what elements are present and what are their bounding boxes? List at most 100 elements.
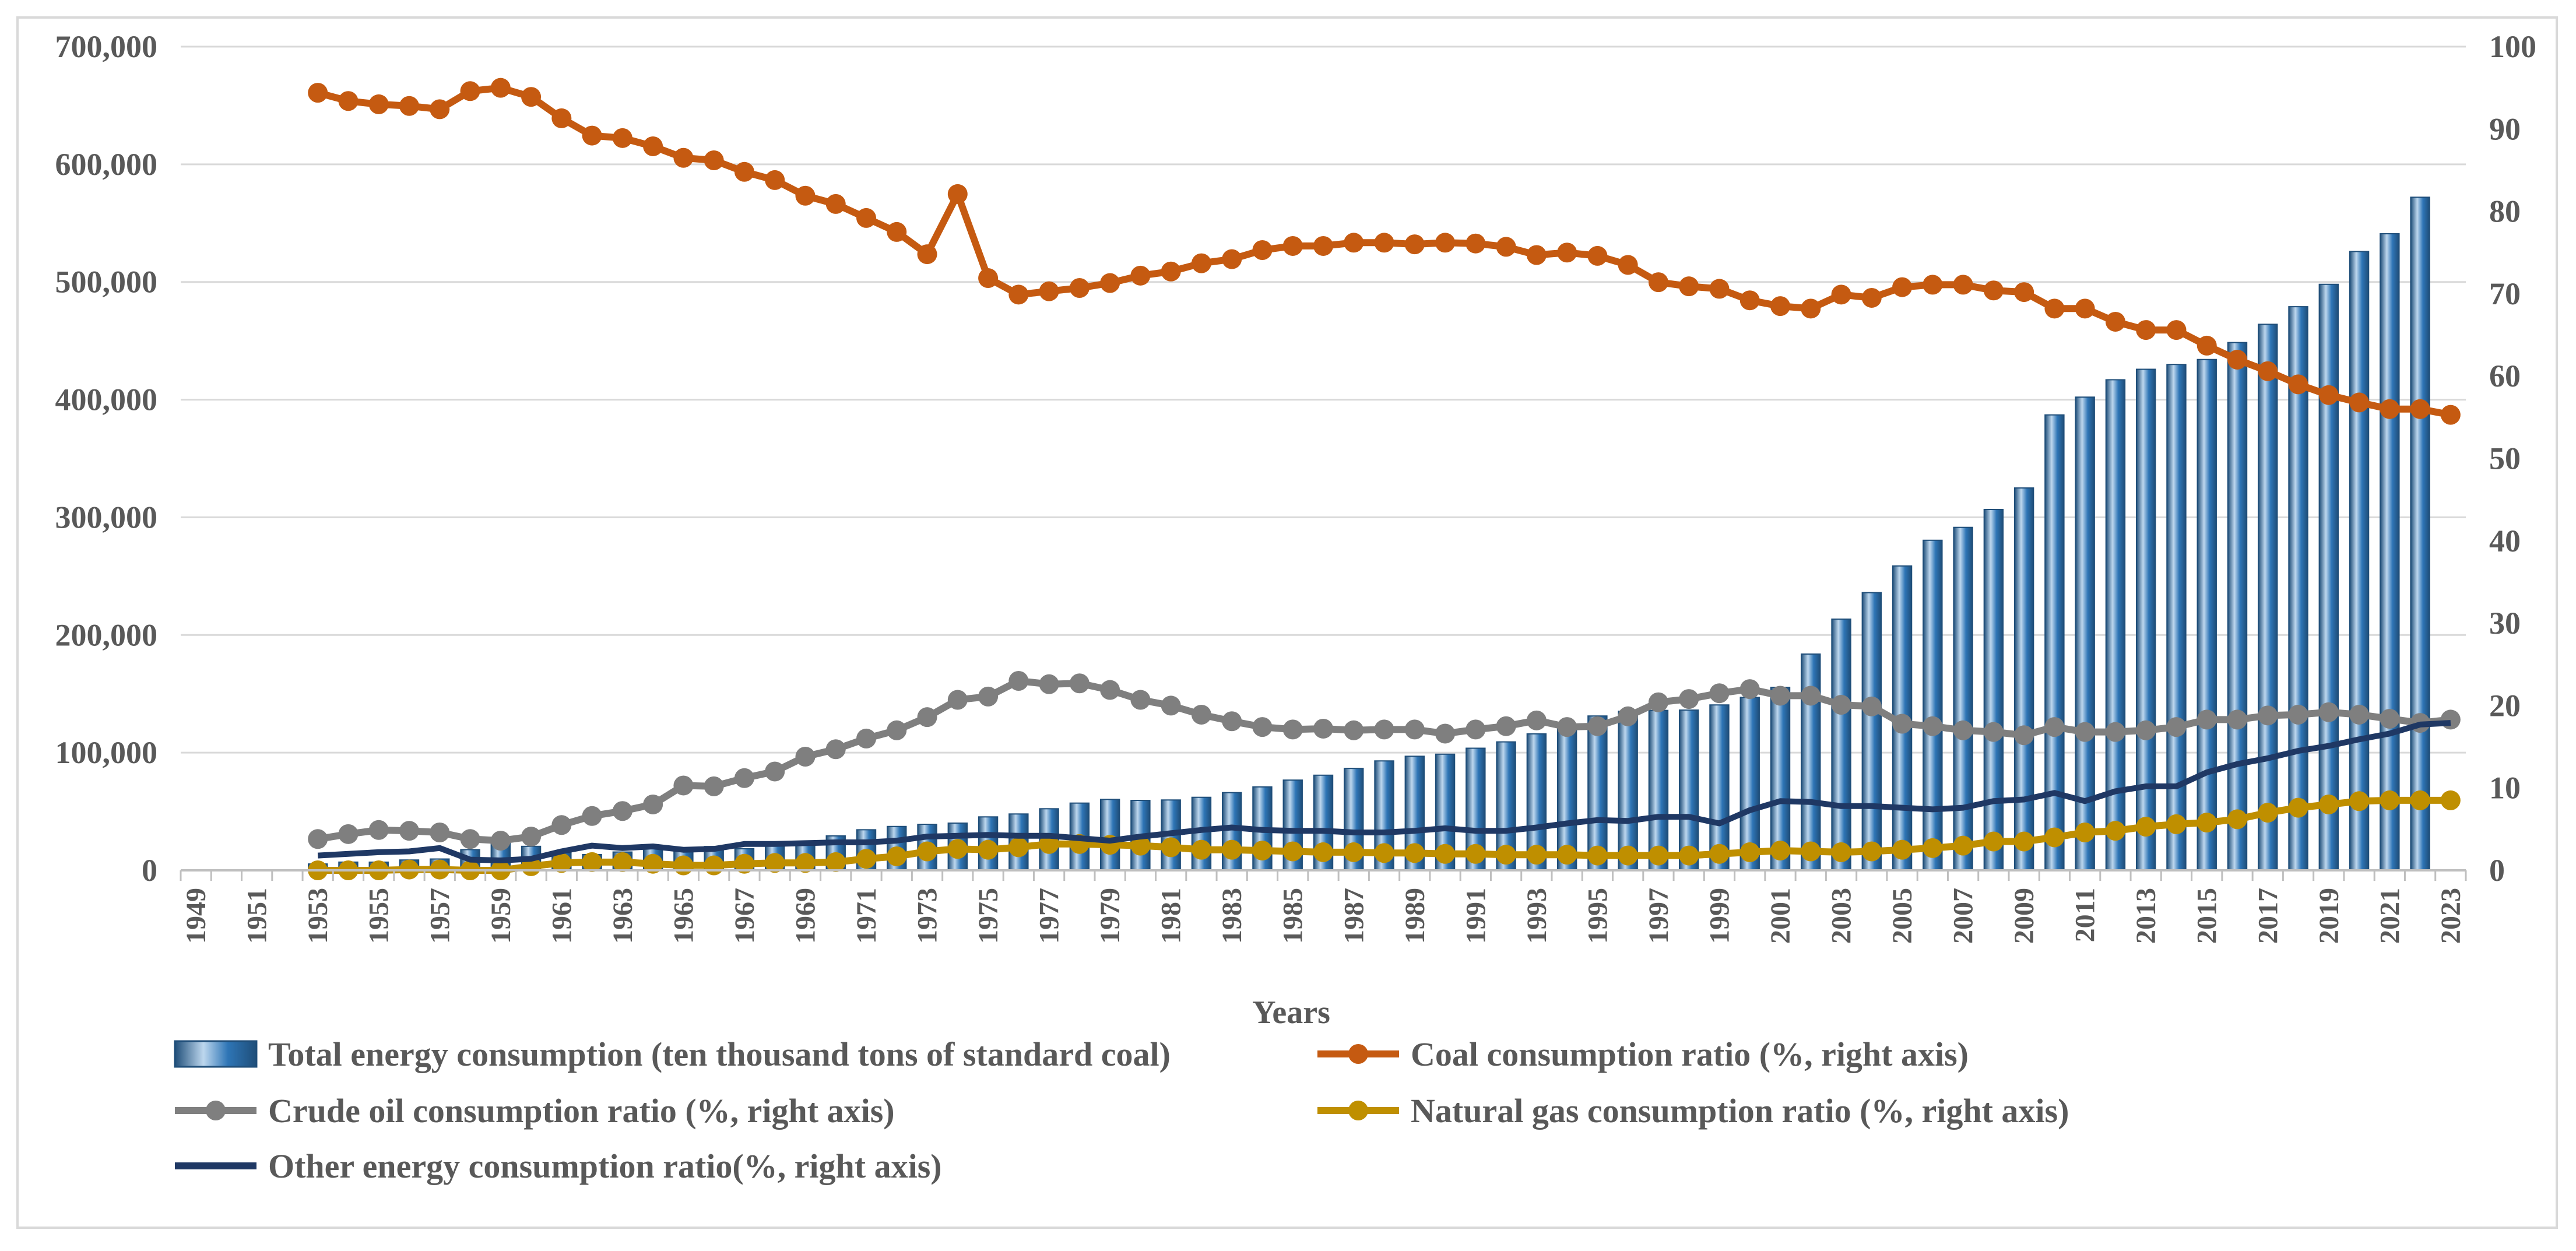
point-crude-oil xyxy=(1435,723,1456,744)
point-coal xyxy=(338,91,359,111)
axes: 0 100,000 200,000 300,000 400,000 500,000 600,… xyxy=(55,29,2537,1031)
point-coal xyxy=(1526,245,1547,265)
point-coal xyxy=(1374,233,1394,253)
point-coal xyxy=(308,83,328,103)
y-tick-label: 100,000 xyxy=(55,735,158,770)
point-crude-oil xyxy=(1770,686,1790,706)
y-tick-label: 400,000 xyxy=(55,382,158,417)
point-natural-gas xyxy=(795,853,816,873)
point-coal xyxy=(2227,349,2247,370)
point-coal xyxy=(2136,320,2156,340)
point-crude-oil xyxy=(1861,696,1882,716)
point-crude-oil xyxy=(1587,716,1608,736)
y2-tick-label: 100 xyxy=(2489,29,2536,64)
point-crude-oil xyxy=(2166,717,2187,737)
point-natural-gas xyxy=(2349,791,2370,811)
point-coal xyxy=(1344,233,1364,253)
y2-tick-label: 30 xyxy=(2489,606,2521,641)
x-tick-label: 1967 xyxy=(729,888,760,944)
bar-series-total-energy xyxy=(307,196,2430,872)
point-natural-gas xyxy=(1161,837,1181,858)
point-coal xyxy=(612,128,632,148)
point-coal xyxy=(1709,279,1730,299)
x-tick-label: 1955 xyxy=(364,888,395,944)
point-coal xyxy=(2014,282,2034,303)
legend-swatch-marker xyxy=(1348,1101,1368,1120)
bar-total-energy xyxy=(2349,251,2370,871)
point-crude-oil xyxy=(734,768,754,788)
x-tick-label: 1993 xyxy=(1521,888,1552,944)
point-coal xyxy=(1466,233,1486,254)
point-natural-gas xyxy=(825,852,846,872)
point-coal xyxy=(1953,275,1973,295)
bar-total-energy xyxy=(2227,342,2248,871)
point-crude-oil xyxy=(1801,686,1821,706)
point-coal xyxy=(2075,298,2095,319)
point-crude-oil xyxy=(1953,720,1973,740)
legend-label: Crude oil consumption ratio (%, right ax… xyxy=(268,1092,895,1130)
line-series-crude-oil xyxy=(308,671,2461,851)
legend-item: Natural gas consumption ratio (%, right … xyxy=(1317,1092,2069,1130)
bar-total-energy xyxy=(2380,233,2400,871)
point-crude-oil xyxy=(704,776,724,796)
point-coal xyxy=(399,96,419,116)
x-tick-label: 2023 xyxy=(2436,888,2466,944)
point-crude-oil xyxy=(1374,719,1394,740)
point-crude-oil xyxy=(2197,709,2217,730)
x-tick-label: 2011 xyxy=(2070,888,2101,942)
point-crude-oil xyxy=(2258,705,2278,726)
point-natural-gas xyxy=(856,849,876,869)
legend-label: Coal consumption ratio (%, right axis) xyxy=(1411,1035,1969,1073)
y2-tick-label: 90 xyxy=(2489,111,2521,146)
point-coal xyxy=(825,194,846,214)
x-tick-label: 1979 xyxy=(1095,888,1126,944)
point-coal xyxy=(643,136,663,156)
point-natural-gas xyxy=(1252,841,1273,861)
legend-swatch-marker xyxy=(206,1101,226,1120)
y2-tick-label: 0 xyxy=(2489,853,2505,888)
point-natural-gas xyxy=(1861,841,1882,862)
x-tick-label: 2007 xyxy=(1948,888,1979,944)
point-natural-gas xyxy=(704,855,724,876)
y-tick-label: 300,000 xyxy=(55,500,158,535)
x-tick-label: 1977 xyxy=(1034,888,1065,944)
bar-total-energy xyxy=(1983,509,2004,871)
point-coal xyxy=(1282,236,1303,256)
x-tick-label: 2019 xyxy=(2314,888,2345,944)
legend-item: Coal consumption ratio (%, right axis) xyxy=(1317,1035,1969,1073)
point-crude-oil xyxy=(2044,717,2065,737)
point-crude-oil xyxy=(765,761,785,782)
point-crude-oil xyxy=(2227,709,2247,730)
point-coal xyxy=(1191,253,1211,273)
point-crude-oil xyxy=(856,728,876,749)
point-crude-oil xyxy=(1466,719,1486,740)
point-coal xyxy=(1252,240,1273,261)
legend-item: Other energy consumption ratio(%, right … xyxy=(175,1147,942,1185)
point-coal xyxy=(582,125,602,146)
point-natural-gas xyxy=(1191,839,1211,860)
bar-total-energy xyxy=(2318,283,2339,872)
point-coal xyxy=(1923,275,1943,295)
x-tick-label: 1953 xyxy=(303,888,333,944)
bar-total-energy xyxy=(2135,368,2156,871)
point-natural-gas xyxy=(765,853,785,873)
bar-total-energy xyxy=(1648,709,1669,871)
point-crude-oil xyxy=(1557,717,1577,737)
x-tick-label: 2003 xyxy=(1826,888,1857,944)
point-crude-oil xyxy=(1496,716,1516,736)
y2-tick-label: 20 xyxy=(2489,688,2521,723)
point-natural-gas xyxy=(734,853,754,874)
bar-total-energy xyxy=(2410,196,2430,871)
point-crude-oil xyxy=(2014,725,2034,746)
point-coal xyxy=(1587,245,1608,266)
point-natural-gas xyxy=(1739,842,1760,862)
point-crude-oil xyxy=(2380,709,2400,729)
point-crude-oil xyxy=(582,806,602,826)
x-tick-label: 2017 xyxy=(2252,888,2283,944)
point-crude-oil xyxy=(1648,692,1668,712)
point-crude-oil xyxy=(1069,673,1090,694)
point-natural-gas xyxy=(2440,790,2461,810)
point-coal xyxy=(1404,234,1425,255)
bar-total-energy xyxy=(2044,414,2065,871)
y2-tick-label: 40 xyxy=(2489,523,2521,558)
